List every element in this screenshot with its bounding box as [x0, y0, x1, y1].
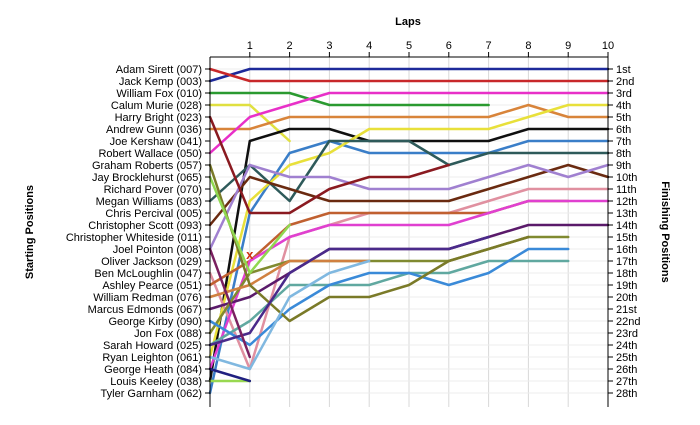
finishing-position-label: 24th — [616, 340, 637, 352]
left-axis-title: Starting Positions — [24, 185, 36, 279]
label-layer: 1 2 3 4 5 6 7 8 9 10 Adam Sirett (007)Jack Kemp (0… — [66, 40, 641, 400]
finishing-position-label: 19th — [616, 280, 637, 292]
series-line — [208, 247, 252, 359]
lap-tick-label: 4 — [366, 40, 372, 52]
lap-tick-label: 10 — [602, 40, 614, 52]
finishing-position-label: 7th — [616, 136, 631, 148]
starting-position-label: Christopher Scott (093) — [88, 220, 202, 232]
finishing-position-label: 4th — [616, 100, 631, 112]
finishing-position-label: 17th — [616, 256, 637, 268]
series-layer: x — [208, 67, 610, 395]
grid-layer — [210, 57, 609, 407]
finishing-position-label: 26th — [616, 364, 637, 376]
starting-position-label: Chris Percival (005) — [105, 208, 202, 220]
series-line — [208, 259, 371, 371]
finishing-position-label: 9th — [616, 160, 631, 172]
starting-position-label: Ryan Leighton (061) — [102, 352, 202, 364]
starting-position-label: Jay Brocklehurst (065) — [92, 172, 202, 184]
finishing-position-label: 21st — [616, 304, 637, 316]
finishing-position-label: 1st — [616, 64, 631, 76]
finishing-position-label: 3rd — [616, 88, 632, 100]
starting-position-label: Adam Sirett (007) — [116, 64, 202, 76]
marker-x: x — [246, 247, 254, 262]
starting-position-label: Marcus Edmonds (067) — [88, 304, 202, 316]
starting-position-label: Jack Kemp (003) — [119, 76, 202, 88]
starting-position-label: Joel Pointon (008) — [113, 244, 202, 256]
finishing-position-label: 13th — [616, 208, 637, 220]
starting-position-label: Robert Wallace (050) — [98, 148, 202, 160]
starting-position-label: Louis Keeley (038) — [110, 376, 202, 388]
starting-position-label: Sarah Howard (025) — [103, 340, 202, 352]
series-line — [208, 163, 530, 323]
starting-position-label: Ben McLoughlin (047) — [94, 268, 202, 280]
finishing-position-label: 20th — [616, 292, 637, 304]
axes-layer — [205, 52, 613, 407]
series-line — [208, 91, 490, 107]
starting-position-label: Andrew Gunn (036) — [106, 124, 202, 136]
series-line — [208, 235, 490, 347]
right-axis-title: Finishing Positions — [659, 181, 671, 282]
finishing-position-label: 16th — [616, 244, 637, 256]
finishing-position-label: 15th — [616, 232, 637, 244]
starting-position-label: Graham Roberts (057) — [92, 160, 202, 172]
starting-position-label: William Fox (010) — [116, 88, 202, 100]
starting-position-label: Richard Pover (070) — [104, 184, 202, 196]
finishing-position-label: 27th — [616, 376, 637, 388]
series-line — [208, 103, 291, 143]
lap-tick-label: 2 — [287, 40, 293, 52]
lap-tick-label: 3 — [326, 40, 332, 52]
starting-position-label: Ashley Pearce (051) — [102, 280, 202, 292]
starting-position-label: Oliver Jackson (029) — [101, 256, 202, 268]
finishing-position-label: 25th — [616, 352, 637, 364]
starting-position-label: George Heath (084) — [104, 364, 202, 376]
top-axis-title: Laps — [395, 16, 421, 28]
starting-position-label: Tyler Garnham (062) — [101, 388, 202, 400]
finishing-position-label: 2nd — [616, 76, 634, 88]
starting-position-label: Megan Williams (083) — [96, 196, 202, 208]
starting-position-label: Jon Fox (088) — [134, 328, 202, 340]
series-line — [208, 91, 610, 155]
finishing-position-label: 12th — [616, 196, 637, 208]
series-line — [208, 139, 610, 203]
lap-tick-label: 5 — [406, 40, 412, 52]
series-line — [208, 103, 610, 131]
finishing-position-label: 14th — [616, 220, 637, 232]
finishing-position-label: 6th — [616, 124, 631, 136]
series-line — [208, 259, 371, 299]
lap-tick-label: 6 — [446, 40, 452, 52]
starting-position-label: Harry Bright (023) — [115, 112, 202, 124]
starting-position-label: William Redman (076) — [93, 292, 202, 304]
starting-position-label: Christopher Whiteside (011) — [66, 232, 202, 244]
series-line — [208, 199, 610, 371]
series-line — [208, 247, 570, 347]
starting-position-label: Joe Kershaw (041) — [110, 136, 202, 148]
finishing-position-label: 22nd — [616, 316, 640, 328]
finishing-position-label: 8th — [616, 148, 631, 160]
lap-tick-label: 1 — [247, 40, 253, 52]
finishing-position-label: 28th — [616, 388, 637, 400]
series-line — [208, 367, 252, 383]
starting-position-label: George Kirby (090) — [108, 316, 202, 328]
lap-tick-label: 7 — [486, 40, 492, 52]
series-line — [208, 163, 610, 251]
series-line — [208, 67, 610, 83]
series-line — [208, 175, 291, 275]
finishing-position-label: 10th — [616, 172, 637, 184]
starting-position-label: Calum Murie (028) — [111, 100, 202, 112]
series-line — [208, 163, 610, 227]
finishing-position-label: 18th — [616, 268, 637, 280]
finishing-position-label: 11th — [616, 184, 637, 196]
finishing-position-label: 5th — [616, 112, 631, 124]
series-line — [208, 115, 451, 215]
series-line — [208, 67, 610, 83]
finishing-position-label: 23rd — [616, 328, 638, 340]
lap-tick-label: 9 — [565, 40, 571, 52]
series-line — [208, 103, 610, 359]
lap-tick-label: 8 — [525, 40, 531, 52]
